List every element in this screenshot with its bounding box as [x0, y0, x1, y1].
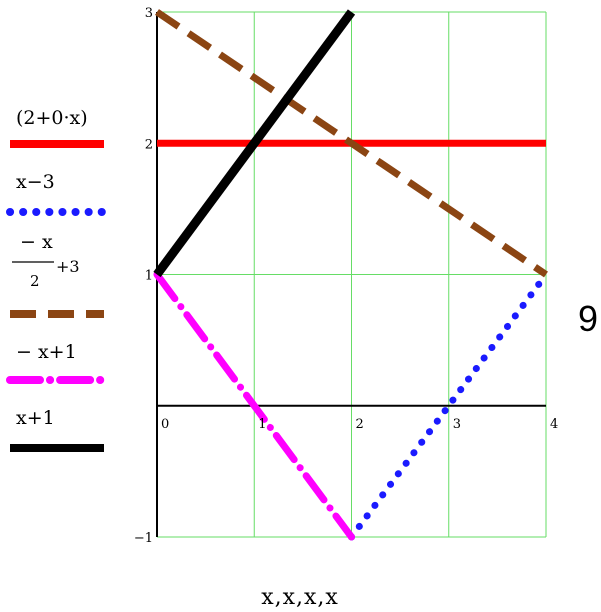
legend-label-red: (2+0·x) — [16, 107, 88, 129]
x-tick-label: 4 — [550, 417, 558, 432]
series-line-3 — [153, 271, 355, 541]
legend-label-blue: x−3 — [16, 171, 55, 193]
legend-label-magenta: − x+1 — [16, 341, 77, 363]
x-tick-label: 3 — [453, 417, 461, 432]
grid — [156, 11, 547, 538]
series-line-1 — [348, 271, 550, 541]
series-lines — [153, 9, 550, 541]
y-tick-label: −1 — [134, 531, 153, 546]
x-tick-label: 0 — [161, 417, 169, 432]
legend-label-brown-suffix: +3 — [56, 257, 80, 276]
y-tick-label: 1 — [145, 269, 153, 284]
tick-labels: 0 1 2 3 4 −1 1 2 3 — [134, 6, 558, 546]
side-number: 9 — [578, 298, 599, 339]
legend-label-brown-top: − x — [20, 231, 53, 253]
y-tick-label: 2 — [145, 137, 153, 152]
x-tick-label: 1 — [258, 417, 266, 432]
x-tick-label: 2 — [356, 417, 364, 432]
legend: (2+0·x) x−3 − x 2 +3 − x+1 x+1 — [6, 107, 108, 452]
legend-label-black: x+1 — [16, 407, 55, 429]
legend-label-brown-bottom: 2 — [30, 272, 40, 290]
y-tick-label: 3 — [145, 6, 153, 21]
series-line-2 — [155, 9, 548, 278]
x-axis-label: x,x,x,x — [261, 585, 339, 610]
series-line-4 — [153, 9, 356, 278]
